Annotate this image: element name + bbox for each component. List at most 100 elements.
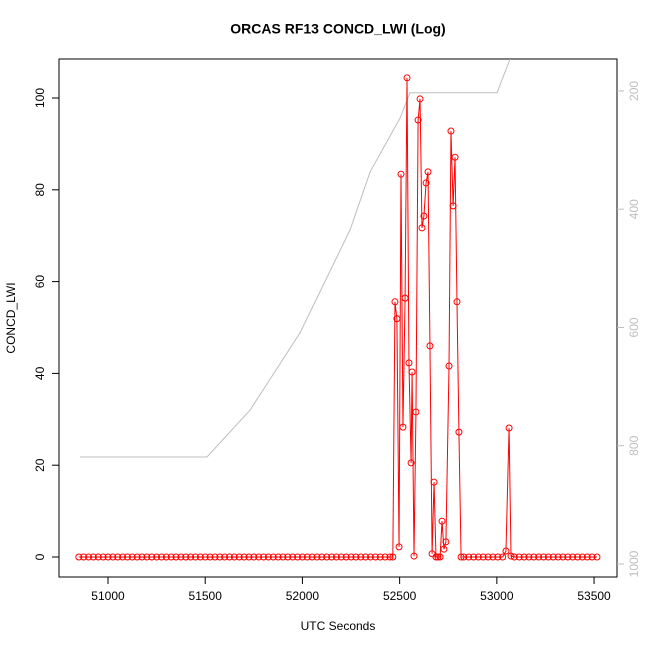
data-point bbox=[362, 553, 370, 561]
data-point bbox=[89, 553, 97, 561]
data-point bbox=[206, 553, 214, 561]
data-point bbox=[451, 153, 459, 161]
x-tick-label: 53500 bbox=[577, 589, 611, 603]
data-point bbox=[535, 553, 543, 561]
data-point bbox=[440, 545, 448, 553]
plot-frame bbox=[58, 58, 618, 578]
y-tick-label: 40 bbox=[33, 366, 47, 380]
data-point bbox=[133, 553, 141, 561]
data-point bbox=[507, 552, 515, 560]
data-point bbox=[420, 212, 428, 220]
data-point bbox=[85, 553, 93, 561]
data-point bbox=[211, 553, 219, 561]
x-axis-label: UTC Seconds bbox=[301, 619, 376, 633]
data-point bbox=[559, 553, 567, 561]
data-point bbox=[381, 553, 389, 561]
data-point bbox=[264, 553, 272, 561]
data-point bbox=[416, 95, 424, 103]
data-point bbox=[313, 553, 321, 561]
data-point bbox=[279, 553, 287, 561]
data-point bbox=[235, 553, 243, 561]
x-tick-label: 51500 bbox=[189, 589, 223, 603]
data-point bbox=[502, 547, 510, 555]
y-tick-label: 0 bbox=[33, 553, 47, 560]
data-point bbox=[294, 553, 302, 561]
data-point bbox=[432, 553, 440, 561]
y2-tick-label: 1000 bbox=[627, 550, 641, 577]
data-point bbox=[549, 553, 557, 561]
data-point bbox=[447, 127, 455, 135]
x-tick-label: 52000 bbox=[286, 589, 320, 603]
data-point bbox=[342, 553, 350, 561]
data-point bbox=[395, 543, 403, 551]
data-point bbox=[470, 553, 478, 561]
data-point bbox=[438, 517, 446, 525]
data-point bbox=[123, 553, 131, 561]
x-tick-label: 52500 bbox=[383, 589, 417, 603]
data-point bbox=[80, 553, 88, 561]
data-point bbox=[323, 553, 331, 561]
data-point bbox=[274, 553, 282, 561]
data-point bbox=[426, 342, 434, 350]
data-point bbox=[578, 553, 586, 561]
data-point bbox=[410, 552, 418, 560]
data-point bbox=[574, 553, 582, 561]
data-point bbox=[434, 553, 442, 561]
data-point bbox=[393, 315, 401, 323]
data-point bbox=[405, 359, 413, 367]
data-point bbox=[177, 553, 185, 561]
data-point bbox=[332, 553, 340, 561]
y-tick-label: 80 bbox=[33, 183, 47, 197]
data-point bbox=[414, 116, 422, 124]
data-point bbox=[499, 553, 507, 561]
y2-tick-label: 800 bbox=[627, 435, 641, 455]
data-point bbox=[250, 553, 258, 561]
data-point bbox=[479, 553, 487, 561]
data-point bbox=[75, 553, 83, 561]
y2-tick-label: 200 bbox=[627, 81, 641, 101]
data-point bbox=[408, 368, 416, 376]
data-point bbox=[143, 553, 151, 561]
data-point bbox=[376, 553, 384, 561]
data-point bbox=[187, 553, 195, 561]
data-point bbox=[191, 553, 199, 561]
data-point bbox=[138, 553, 146, 561]
plot-area bbox=[75, 59, 601, 561]
data-point bbox=[430, 478, 438, 486]
x-tick-label: 53000 bbox=[480, 589, 514, 603]
data-point bbox=[260, 553, 268, 561]
data-point bbox=[564, 553, 572, 561]
data-point bbox=[240, 553, 248, 561]
data-point bbox=[525, 553, 533, 561]
data-point bbox=[289, 553, 297, 561]
data-point bbox=[386, 553, 394, 561]
data-point bbox=[494, 553, 502, 561]
y-axis-label: CONCD_LWI bbox=[4, 282, 18, 353]
data-point bbox=[457, 553, 465, 561]
data-point bbox=[172, 553, 180, 561]
data-point bbox=[484, 553, 492, 561]
data-point bbox=[445, 362, 453, 370]
data-point bbox=[453, 298, 461, 306]
data-point bbox=[407, 459, 415, 467]
data-point bbox=[391, 298, 399, 306]
data-point bbox=[94, 553, 102, 561]
data-point bbox=[403, 74, 411, 82]
data-point bbox=[449, 202, 457, 210]
data-point bbox=[245, 553, 253, 561]
data-point bbox=[418, 224, 426, 232]
data-point bbox=[366, 553, 374, 561]
data-point bbox=[465, 553, 473, 561]
data-point bbox=[401, 294, 409, 302]
data-point bbox=[162, 553, 170, 561]
x-tick-label: 51000 bbox=[91, 589, 125, 603]
chart-title: ORCAS RF13 CONCD_LWI (Log) bbox=[230, 21, 445, 37]
data-point bbox=[489, 553, 497, 561]
data-point bbox=[397, 170, 405, 178]
series-line bbox=[78, 77, 597, 558]
data-point bbox=[104, 553, 112, 561]
y-tick-label: 100 bbox=[33, 88, 47, 108]
data-point bbox=[308, 553, 316, 561]
data-point bbox=[226, 553, 234, 561]
